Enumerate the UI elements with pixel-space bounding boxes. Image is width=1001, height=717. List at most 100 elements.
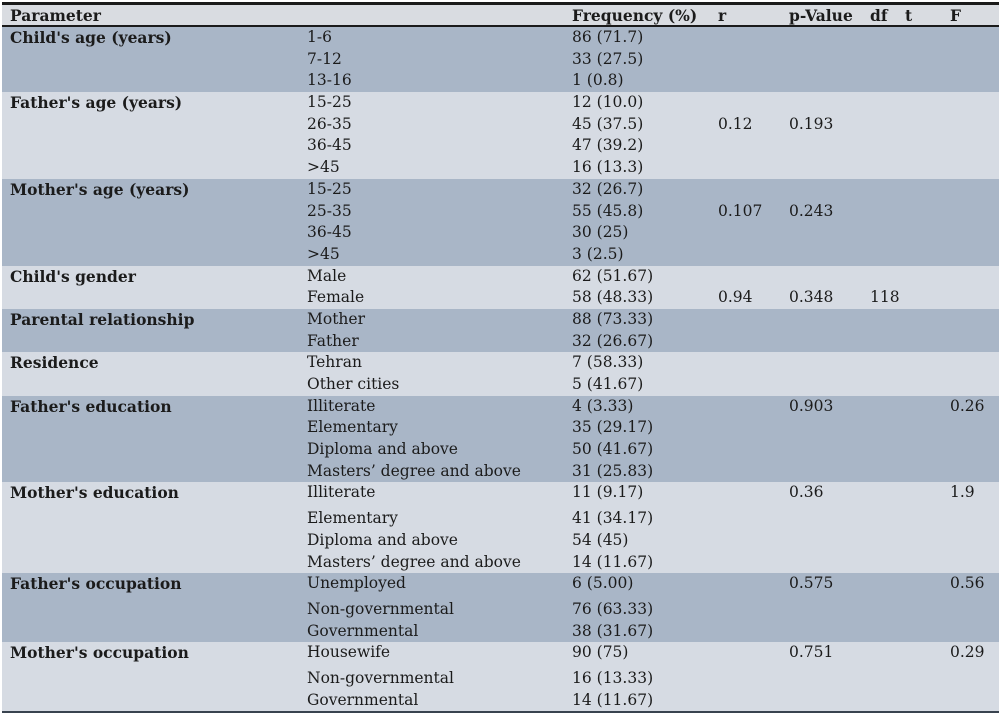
p-value: [789, 621, 870, 643]
parameter-label: [10, 508, 307, 530]
r-value: [718, 396, 789, 418]
p-value: 0.575: [789, 574, 834, 593]
parameter-label: [10, 201, 307, 223]
r-value: [718, 573, 789, 595]
category-value: Tehran: [307, 353, 362, 372]
header-category-spacer: [307, 5, 572, 27]
F-value: 1.9: [950, 483, 975, 502]
category-value: Male: [307, 266, 347, 285]
category-column-cell: 15-25 25-35 36-45 >45: [307, 179, 572, 266]
section-child-s-age-years-: Child's age (years) 1-6 7-12 13-16 86 (71.7)…: [2, 27, 999, 93]
category-value: 7-12: [307, 49, 342, 68]
frequency-column-cell: 4 (3.33) 35 (29.17) 50 (41.67) 31 (25.83): [572, 396, 718, 483]
df-value: [870, 508, 905, 530]
frequency-value: 16 (13.3): [572, 158, 644, 177]
p-value: [789, 27, 870, 49]
t-value: [905, 114, 950, 136]
F-value: [950, 352, 999, 374]
F-value: [950, 287, 999, 309]
df-value: [870, 266, 905, 288]
parameter-label: [10, 114, 307, 136]
frequency-value: 32 (26.67): [572, 331, 654, 350]
r-column-cell: [718, 642, 789, 711]
r-value: [718, 439, 789, 461]
t-value: [905, 157, 950, 179]
frequency-value: 3 (2.5): [572, 244, 624, 263]
frequency-value: 76 (63.33): [572, 599, 654, 618]
r-value: [718, 157, 789, 179]
category-value: Diploma and above: [307, 530, 458, 549]
p-value: [789, 266, 870, 288]
category-value: Other cities: [307, 375, 400, 393]
frequency-column-cell: 88 (73.33) 32 (26.67): [572, 309, 718, 352]
header-t: t: [905, 6, 913, 25]
frequency-value: 50 (41.67): [572, 440, 654, 459]
parameter-label: [10, 135, 307, 157]
parameter-label: Mother's education: [10, 483, 179, 503]
section-mother-s-education: Mother's education Illiterate Elementary Di…: [2, 482, 999, 574]
r-value: [718, 599, 789, 621]
category-column-cell: 15-25 26-35 36-45 >45: [307, 92, 572, 179]
F-column-cell: 0.29: [950, 642, 999, 711]
df-value: [870, 309, 905, 331]
frequency-value: 35 (29.17): [572, 418, 654, 437]
category-value: 15-25: [307, 179, 352, 198]
category-value: Illiterate: [307, 483, 376, 502]
F-column-cell: 1.9: [950, 482, 999, 573]
F-value: [950, 266, 999, 288]
category-value: Non-governmental: [307, 668, 454, 687]
r-value: [718, 668, 789, 690]
p-value: [789, 552, 870, 574]
p-value: [789, 417, 870, 439]
r-value: [718, 508, 789, 530]
df-value: [870, 70, 905, 92]
p-value: [789, 352, 870, 374]
df-value: [870, 461, 905, 483]
p-value: [789, 690, 870, 712]
r-column-cell: [718, 352, 789, 395]
parameter-column-cell: Mother's occupation: [10, 642, 307, 711]
F-column-cell: [950, 352, 999, 395]
parameter-label: [10, 287, 307, 309]
r-value: [718, 222, 789, 244]
r-column-cell: 0.94: [718, 266, 789, 309]
category-value: 26-35: [307, 114, 352, 133]
df-column-cell: [870, 642, 905, 711]
t-column-cell: [905, 573, 950, 642]
t-column-cell: [905, 266, 950, 309]
df-value: [870, 573, 905, 595]
df-value: [870, 668, 905, 690]
category-value: Diploma and above: [307, 440, 458, 459]
F-value: [950, 70, 999, 92]
df-value: [870, 482, 905, 504]
parameter-label: [10, 49, 307, 71]
F-value: [950, 417, 999, 439]
df-value: [870, 135, 905, 157]
F-value: [950, 621, 999, 643]
parameter-label: Parental relationship: [10, 309, 195, 329]
r-value: [718, 461, 789, 483]
frequency-column-cell: 6 (5.00) 76 (63.33) 38 (31.67): [572, 573, 718, 642]
t-value: [905, 374, 950, 396]
F-column-cell: 0.56: [950, 573, 999, 642]
t-value: [905, 222, 950, 244]
F-value: [950, 599, 999, 621]
category-value: 36-45: [307, 223, 352, 242]
df-value: [870, 396, 905, 418]
r-column-cell: 0.107: [718, 179, 789, 266]
frequency-value: 16 (13.33): [572, 668, 654, 687]
F-column-cell: [950, 309, 999, 352]
df-column-cell: [870, 92, 905, 179]
df-value: [870, 27, 905, 49]
r-value: 0.107: [718, 201, 763, 220]
t-value: [905, 552, 950, 574]
parameter-label: Residence: [10, 353, 99, 373]
category-value: 1-6: [307, 28, 332, 46]
F-value: [950, 552, 999, 574]
parameter-column-cell: Parental relationship: [10, 309, 307, 352]
t-column-cell: [905, 309, 950, 352]
parameter-column-cell: Father's occupation: [10, 573, 307, 642]
df-value: [870, 114, 905, 136]
frequency-value: 90 (75): [572, 643, 629, 662]
F-value: [950, 135, 999, 157]
